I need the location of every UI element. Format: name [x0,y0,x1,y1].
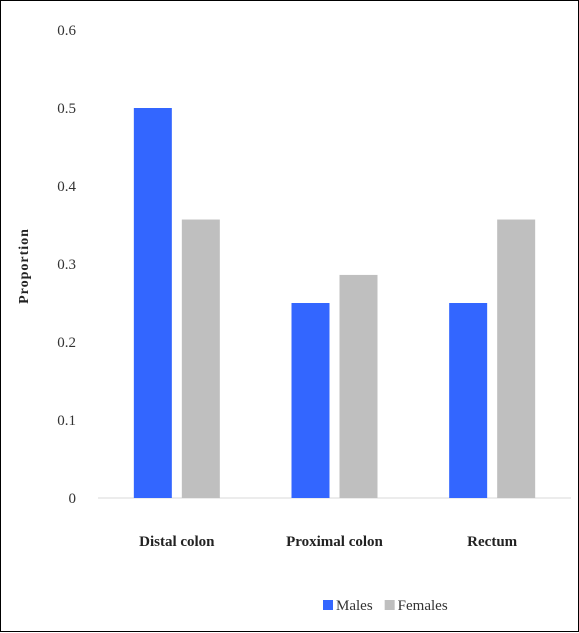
y-tick-label: 0.6 [57,23,76,39]
y-tick-label: 0 [69,491,77,507]
x-tick-label: Rectum [467,534,517,550]
bars [133,108,536,499]
bar-males-proximal-colon [291,303,330,498]
x-tick-label: Proximal colon [286,534,383,550]
legend-swatch-males [323,600,333,610]
bar-males-rectum [449,303,488,498]
y-tick-label: 0.4 [57,179,76,195]
y-tick-label: 0.2 [57,335,76,351]
bar-females-distal-colon [181,219,220,499]
category-labels: Distal colon Proximal colon Rectum [139,534,518,550]
legend-label-females: Females [398,598,448,614]
y-tick-label: 0.1 [57,413,76,429]
bar-females-rectum [497,219,536,499]
legend-label-males: Males [336,598,373,614]
y-axis-ticks: 0 0.1 0.2 0.3 0.4 0.5 0.6 [57,23,76,507]
y-axis-title: Proportion [17,228,32,304]
y-tick-label: 0.3 [57,257,76,273]
bar-females-proximal-colon [339,274,378,498]
bar-males-distal-colon [133,108,172,498]
legend-swatch-females [384,600,395,610]
y-tick-label: 0.5 [57,101,76,117]
legend: Males Females [323,598,448,614]
x-tick-label: Distal colon [139,534,215,550]
